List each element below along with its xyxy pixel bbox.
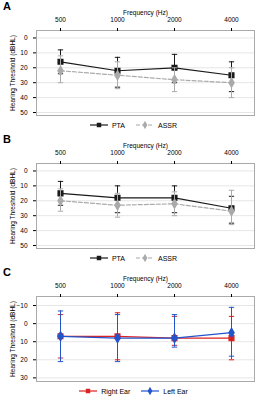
svg-text:2000: 2000 xyxy=(167,282,182,289)
svg-text:2000: 2000 xyxy=(167,149,182,156)
svg-text:20: 20 xyxy=(20,64,28,71)
svg-text:1000: 1000 xyxy=(110,282,125,289)
html-text:A: A xyxy=(3,0,11,12)
html-text:B: B xyxy=(3,133,11,145)
svg-text:1000: 1000 xyxy=(110,149,125,156)
svg-text:4000: 4000 xyxy=(224,16,239,23)
svg-text:2000: 2000 xyxy=(167,16,182,23)
svg-text:1000: 1000 xyxy=(110,16,125,23)
svg-text:30: 30 xyxy=(20,374,28,381)
svg-text:50: 50 xyxy=(20,242,28,249)
svg-text:Frequency (Hz): Frequency (Hz) xyxy=(123,275,168,283)
html-text:Left Ear: Left Ear xyxy=(163,387,188,395)
html-text:ASSR: ASSR xyxy=(158,254,178,262)
html-text:PTA: PTA xyxy=(111,121,125,129)
svg-text:0: 0 xyxy=(24,34,28,41)
svg-text:Frequency (Hz): Frequency (Hz) xyxy=(123,9,168,17)
svg-text:40: 40 xyxy=(20,227,28,234)
svg-text:10: 10 xyxy=(20,182,28,189)
svg-text:40: 40 xyxy=(20,94,28,101)
html-text:Right Ear: Right Ear xyxy=(101,387,131,395)
svg-text:Hearing Threshold (dBHL): Hearing Threshold (dBHL) xyxy=(9,35,17,111)
svg-text:500: 500 xyxy=(55,282,66,289)
svg-text:500: 500 xyxy=(55,16,66,23)
html-text:ASSR: ASSR xyxy=(158,121,178,129)
svg-text:20: 20 xyxy=(20,197,28,204)
svg-text:0: 0 xyxy=(24,167,28,174)
html-text:C: C xyxy=(3,266,11,278)
svg-text:50: 50 xyxy=(20,109,28,116)
svg-text:Hearing Threshold (dBHL): Hearing Threshold (dBHL) xyxy=(9,301,17,377)
html-text:PTA: PTA xyxy=(111,254,125,262)
svg-text:Frequency (Hz): Frequency (Hz) xyxy=(123,142,168,150)
svg-text:20: 20 xyxy=(20,356,28,363)
svg-text:0: 0 xyxy=(24,320,28,327)
svg-text:−10: −10 xyxy=(16,302,27,309)
svg-text:4000: 4000 xyxy=(224,282,239,289)
svg-text:30: 30 xyxy=(20,212,28,219)
svg-text:10: 10 xyxy=(20,49,28,56)
svg-text:Hearing Threshold (dBHL): Hearing Threshold (dBHL) xyxy=(9,168,17,244)
svg-text:500: 500 xyxy=(55,149,66,156)
svg-text:4000: 4000 xyxy=(224,149,239,156)
svg-text:30: 30 xyxy=(20,79,28,86)
svg-text:10: 10 xyxy=(20,338,28,345)
